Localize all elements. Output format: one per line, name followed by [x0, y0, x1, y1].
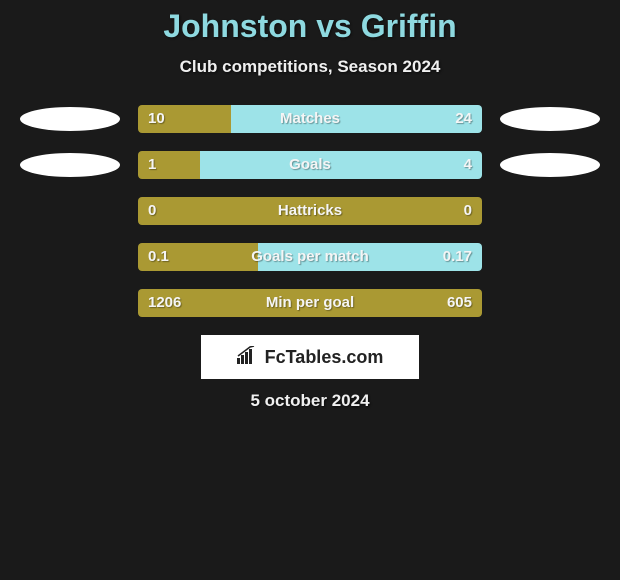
stat-value-right: 0.17	[443, 243, 472, 271]
spacer	[20, 291, 120, 315]
player-left-marker	[20, 107, 120, 131]
stat-value-right: 0	[464, 197, 472, 225]
spacer	[500, 291, 600, 315]
stat-row: 10 Matches 24	[0, 105, 620, 133]
bars-section: 10 Matches 24 1 Goals 4 0 Hattricks 0 0.1 Goals pe…	[0, 105, 620, 317]
stat-bar: 0.1 Goals per match 0.17	[138, 243, 482, 271]
subtitle: Club competitions, Season 2024	[0, 57, 620, 77]
date-text: 5 october 2024	[0, 391, 620, 411]
stat-bar: 1 Goals 4	[138, 151, 482, 179]
spacer	[500, 245, 600, 269]
chart-icon	[237, 346, 259, 369]
comparison-container: Johnston vs Griffin Club competitions, S…	[0, 0, 620, 411]
stat-value-left: 0.1	[148, 243, 169, 271]
logo-box: FcTables.com	[201, 335, 419, 379]
stat-label: Goals per match	[251, 243, 369, 271]
stat-label: Min per goal	[266, 289, 354, 317]
spacer	[500, 199, 600, 223]
page-title: Johnston vs Griffin	[0, 8, 620, 45]
stat-row: 0 Hattricks 0	[0, 197, 620, 225]
stat-bar-right	[200, 151, 482, 179]
stat-label: Matches	[280, 105, 340, 133]
player-right-marker	[500, 107, 600, 131]
player-right-marker	[500, 153, 600, 177]
stat-value-left: 0	[148, 197, 156, 225]
stat-label: Goals	[289, 151, 331, 179]
stat-value-right: 24	[455, 105, 472, 133]
spacer	[20, 199, 120, 223]
stat-row: 0.1 Goals per match 0.17	[0, 243, 620, 271]
stat-value-right: 4	[464, 151, 472, 179]
stat-bar-right	[231, 105, 482, 133]
stat-value-left: 10	[148, 105, 165, 133]
logo-text: FcTables.com	[237, 346, 384, 369]
stat-bar: 10 Matches 24	[138, 105, 482, 133]
stat-label: Hattricks	[278, 197, 342, 225]
stat-bar: 0 Hattricks 0	[138, 197, 482, 225]
stat-value-right: 605	[447, 289, 472, 317]
stat-row: 1 Goals 4	[0, 151, 620, 179]
spacer	[20, 245, 120, 269]
stat-bar: 1206 Min per goal 605	[138, 289, 482, 317]
logo-label: FcTables.com	[265, 347, 384, 368]
stat-value-left: 1	[148, 151, 156, 179]
stat-value-left: 1206	[148, 289, 181, 317]
player-left-marker	[20, 153, 120, 177]
stat-row: 1206 Min per goal 605	[0, 289, 620, 317]
